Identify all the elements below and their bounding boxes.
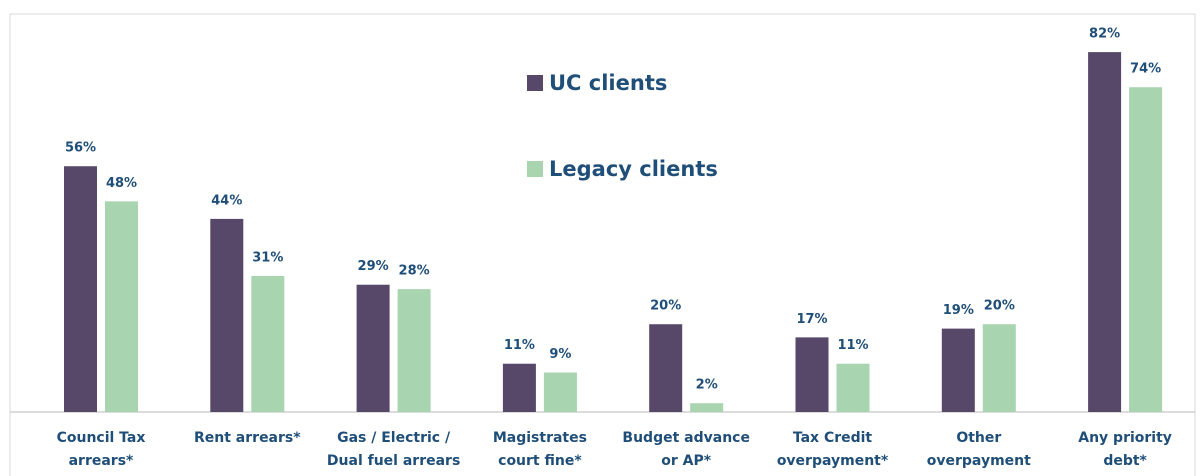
frame bbox=[9, 13, 1196, 476]
value-label: 2% bbox=[696, 378, 718, 393]
value-label: 82% bbox=[1089, 27, 1120, 42]
x-tick-label: Any priority bbox=[1078, 430, 1172, 446]
bar bbox=[1129, 87, 1163, 412]
x-tick-label: or AP* bbox=[661, 453, 711, 469]
value-label: 9% bbox=[549, 347, 571, 362]
bar bbox=[795, 337, 829, 412]
x-tick-label: Council Tax bbox=[57, 430, 146, 446]
value-label: 48% bbox=[106, 176, 137, 191]
x-tick-label: Budget advance bbox=[622, 430, 750, 446]
bar bbox=[105, 201, 138, 412]
value-label: 56% bbox=[65, 141, 96, 156]
value-label: 74% bbox=[1130, 62, 1161, 77]
bar bbox=[64, 166, 97, 412]
bar bbox=[210, 218, 244, 412]
legend-swatch bbox=[527, 161, 543, 177]
value-label: 19% bbox=[943, 303, 974, 318]
bar bbox=[356, 284, 390, 412]
x-tick-label: Gas / Electric / bbox=[337, 430, 451, 446]
bar bbox=[690, 403, 724, 412]
value-label: 20% bbox=[984, 299, 1015, 314]
bar bbox=[982, 324, 1016, 412]
value-label: 11% bbox=[837, 338, 868, 353]
bar bbox=[836, 363, 870, 412]
value-label: 44% bbox=[211, 193, 242, 208]
value-label: 28% bbox=[399, 264, 430, 279]
x-tick-label: arrears* bbox=[69, 453, 134, 469]
x-tick-label: Rent arrears* bbox=[194, 430, 301, 446]
value-label: 11% bbox=[504, 338, 535, 353]
x-tick-label: Dual fuel arrears bbox=[327, 453, 460, 469]
value-label: 31% bbox=[252, 250, 283, 265]
legend-label: Legacy clients bbox=[549, 157, 718, 181]
x-tick-label: court fine* bbox=[498, 453, 582, 469]
x-tick-label: overpayment bbox=[927, 453, 1031, 469]
legend-label: UC clients bbox=[549, 71, 667, 95]
bar bbox=[649, 324, 683, 412]
bar bbox=[397, 289, 431, 412]
value-label: 20% bbox=[650, 299, 681, 314]
x-tick-label: Magistrates bbox=[493, 430, 587, 446]
bar bbox=[1088, 52, 1122, 412]
bar bbox=[502, 363, 536, 412]
value-label: 29% bbox=[358, 259, 389, 274]
bar bbox=[251, 275, 285, 412]
x-tick-label: overpayment* bbox=[777, 453, 889, 469]
value-label: 17% bbox=[796, 312, 827, 327]
x-tick-label: Other bbox=[956, 430, 1001, 446]
bar bbox=[941, 328, 975, 412]
legend-swatch bbox=[527, 75, 543, 91]
x-tick-label: Tax Credit bbox=[793, 430, 873, 446]
x-tick-label: debt* bbox=[1103, 453, 1147, 469]
bar bbox=[543, 372, 577, 412]
